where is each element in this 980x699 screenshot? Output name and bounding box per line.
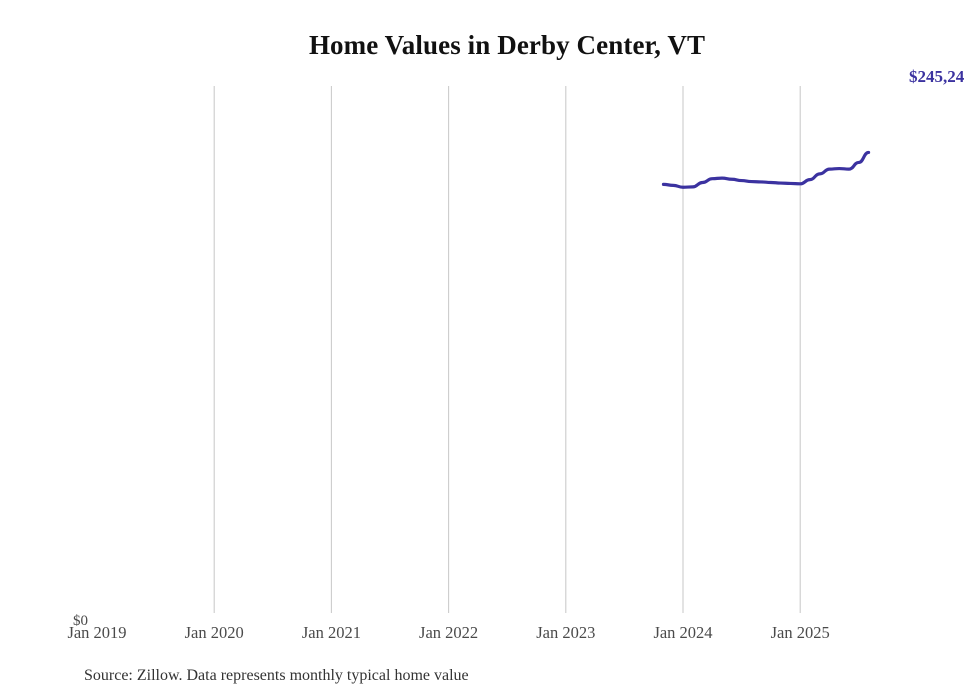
x-tick-label: Jan 2023	[536, 623, 596, 642]
x-gridlines	[213, 86, 801, 613]
source-footnote: Source: Zillow. Data represents monthly …	[84, 667, 469, 684]
series-line-typical-home-value	[661, 150, 871, 189]
x-tick-label: Jan 2024	[653, 623, 713, 642]
end-value-annotation: $245,24	[909, 67, 965, 86]
chart-title: Home Values in Derby Center, VT	[308, 30, 706, 60]
x-tick-label: Jan 2021	[301, 623, 361, 642]
x-tick-label: Jan 2020	[184, 623, 244, 642]
series-line-group	[661, 150, 871, 189]
y-tick-label: $0	[73, 613, 88, 629]
x-tick-label: Jan 2025	[770, 623, 830, 642]
x-tick-label: Jan 2022	[419, 623, 479, 642]
x-tick-label: Jan 2019	[67, 623, 127, 642]
